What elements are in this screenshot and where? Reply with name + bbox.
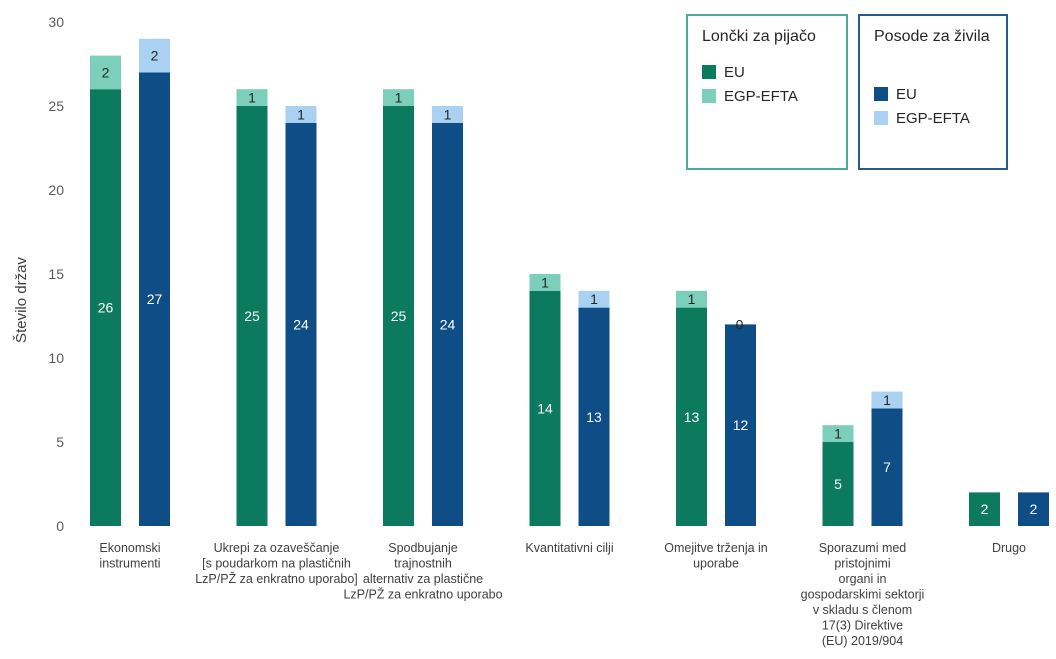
- y-axis-label: Število držav: [13, 257, 30, 343]
- legend-item-containers-egp: EGP-EFTA: [874, 106, 992, 130]
- legend-label-containers-eu: EU: [896, 85, 917, 103]
- data-label: 1: [395, 90, 403, 106]
- data-label: 2: [102, 64, 110, 80]
- data-label: 1: [834, 426, 842, 442]
- category-labels: Ekonomski instrumenti Ukrepi za ozaveščanj…: [99, 541, 1026, 648]
- bar-containers-eu: [139, 72, 170, 527]
- bar-containers-eu: [285, 122, 317, 527]
- bar-containers-egp: [285, 106, 317, 123]
- data-label: 24: [440, 316, 456, 332]
- data-label: 13: [586, 409, 602, 425]
- bar-cups-eu: [822, 442, 854, 526]
- bar-containers-egp: [578, 290, 610, 308]
- data-label: 12: [733, 417, 749, 433]
- y-axis: 0 5 10 15 20 25 30: [48, 14, 64, 534]
- data-label: 26: [98, 300, 114, 316]
- legend-item-cups-eu: EU: [702, 60, 832, 84]
- data-label: 2: [1030, 501, 1038, 517]
- legend-item-cups-egp: EGP-EFTA: [702, 84, 832, 108]
- category-label: Drugo: [992, 541, 1026, 555]
- bar-cups-egp: [236, 89, 268, 106]
- data-label: 27: [147, 291, 163, 307]
- y-tick-label: 30: [48, 14, 64, 30]
- y-tick-label: 5: [56, 434, 64, 450]
- bar-containers-egp: [139, 38, 170, 73]
- bar-containers-egp: [432, 106, 463, 123]
- bar-cups-egp: [529, 274, 561, 291]
- bar-cups-egp: [676, 290, 707, 308]
- category-label: Ukrepi za ozaveščanje [s poudarkom na pla…: [195, 541, 358, 586]
- bars: [90, 38, 1049, 527]
- data-label: 1: [444, 106, 452, 122]
- bar-cups-egp: [822, 425, 854, 442]
- bar-containers-eu: [578, 307, 610, 526]
- legend-swatch-cups-egp: [702, 89, 716, 103]
- bar-containers-eu: [1018, 492, 1049, 526]
- data-label: 25: [244, 308, 260, 324]
- y-tick-label: 25: [48, 98, 64, 114]
- data-label: 2: [151, 48, 159, 64]
- bar-containers-eu: [871, 408, 903, 526]
- category-label: Kvantitativni cilji: [525, 541, 613, 555]
- bar-cups-eu: [383, 106, 414, 526]
- legend-label-containers-egp: EGP-EFTA: [896, 109, 970, 127]
- bar-containers-eu: [725, 324, 756, 526]
- data-label: 1: [541, 274, 549, 290]
- legend-swatch-containers-egp: [874, 111, 888, 125]
- bar-cups-egp: [383, 89, 414, 106]
- data-label: 2: [981, 501, 989, 517]
- bar-cups-eu: [969, 492, 1000, 526]
- bar-cups-eu: [676, 307, 707, 526]
- bar-cups-eu: [90, 89, 121, 526]
- data-label: 1: [248, 90, 256, 106]
- y-tick-label: 0: [56, 518, 64, 534]
- bar-containers-egp: [871, 391, 903, 409]
- bar-containers-eu: [432, 122, 463, 527]
- legend-cups: Lončki za pijačo EU EGP-EFTA: [686, 14, 848, 170]
- data-label: 1: [297, 106, 305, 122]
- data-label: 24: [293, 316, 309, 332]
- legend-label-cups-egp: EGP-EFTA: [724, 87, 798, 105]
- data-label: 25: [391, 308, 407, 324]
- data-label: 5: [834, 476, 842, 492]
- data-label: 13: [684, 409, 700, 425]
- legend-swatch-containers-eu: [874, 87, 888, 101]
- category-label: Ekonomski instrumenti: [99, 541, 160, 571]
- category-label: Omejitve trženja in uporabe: [664, 541, 768, 571]
- legend-containers: Posode za živila EU EGP-EFTA: [858, 14, 1008, 170]
- legend-label-cups-eu: EU: [724, 63, 745, 81]
- legend-item-containers-eu: EU: [874, 82, 992, 106]
- legend-cups-title: Lončki za pijačo: [702, 28, 816, 45]
- data-label: 1: [883, 392, 891, 408]
- data-label: 7: [883, 459, 891, 475]
- data-label: 1: [590, 291, 598, 307]
- data-label: 14: [537, 400, 553, 416]
- y-tick-label: 10: [48, 350, 64, 366]
- bar-cups-eu: [236, 106, 268, 526]
- bar-cups-egp: [90, 55, 121, 90]
- legend-swatch-cups-eu: [702, 65, 716, 79]
- category-label: Spodbujanje trajnostnih alternativ za plas…: [343, 541, 502, 602]
- data-label-zero: 0: [736, 316, 744, 332]
- category-label: Sporazumi med pristojnimi organi in gospoda…: [801, 541, 925, 648]
- data-label: 1: [688, 291, 696, 307]
- bar-cups-eu: [529, 290, 561, 526]
- y-tick-label: 15: [48, 266, 64, 282]
- y-tick-label: 20: [48, 182, 64, 198]
- legend-containers-title: Posode za živila: [874, 28, 990, 45]
